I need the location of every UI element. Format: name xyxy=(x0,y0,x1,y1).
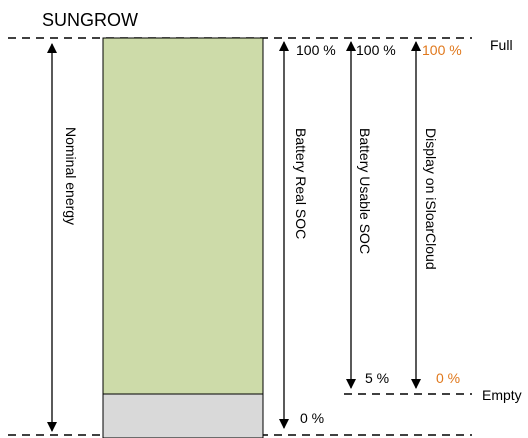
usable-soc-top-label: 100 % xyxy=(356,42,396,58)
real-soc-bottom-label: 0 % xyxy=(300,410,324,426)
display-soc-label: Display on iSloarCloud xyxy=(423,128,439,270)
usable-soc-bottom-label: 5 % xyxy=(365,370,389,386)
nominal-energy-label: Nominal energy xyxy=(63,127,79,225)
real-soc-label: Battery Real SOC xyxy=(293,128,309,239)
battery-reserve-block xyxy=(102,393,264,438)
usable-soc-label: Battery Usable SOC xyxy=(357,128,373,254)
display-soc-bottom-label: 0 % xyxy=(436,370,460,386)
full-level-label: Full xyxy=(490,37,513,53)
real-soc-top-label: 100 % xyxy=(296,42,336,58)
battery-usable-block xyxy=(102,37,264,395)
empty-level-label: Empty xyxy=(482,387,522,403)
display-soc-top-label: 100 % xyxy=(422,42,462,58)
brand-title: SUNGROW xyxy=(42,10,138,30)
